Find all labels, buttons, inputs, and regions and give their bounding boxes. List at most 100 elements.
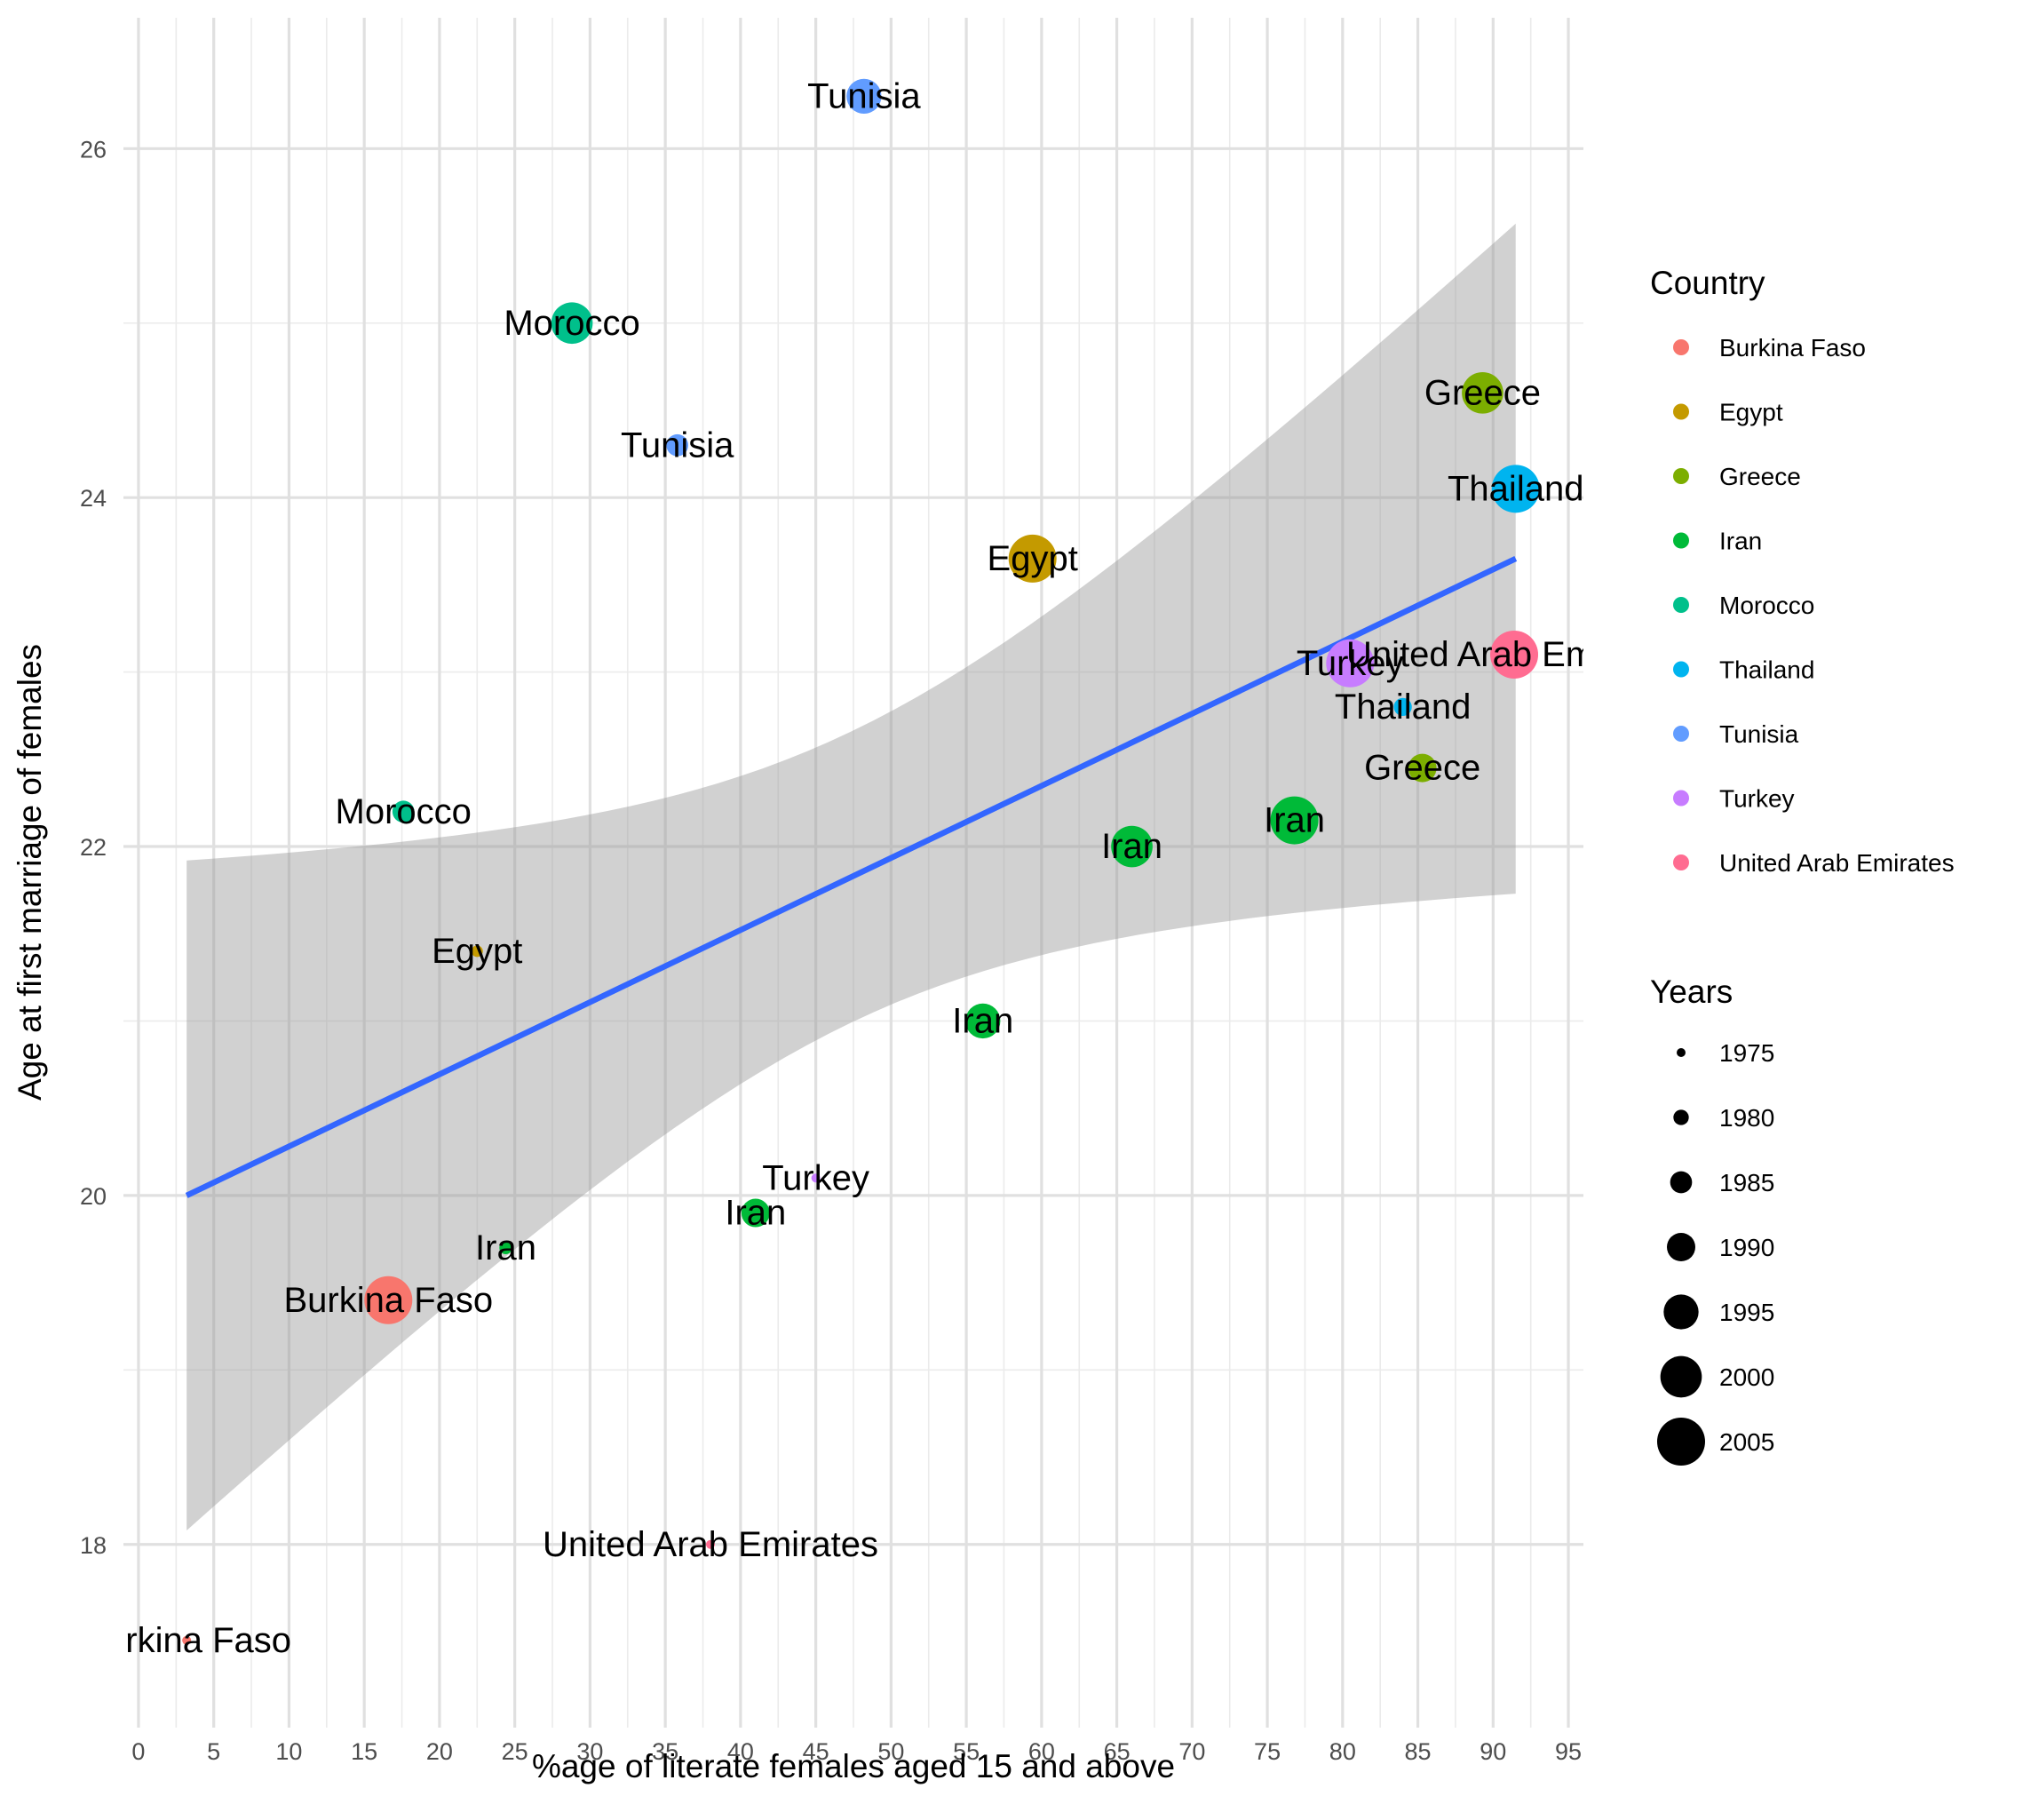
legend-country: Country Burkina Faso Egypt Greece Iran Moroc… bbox=[1650, 265, 1955, 877]
legend-year-label: 1975 bbox=[1719, 1039, 1774, 1067]
data-point bbox=[499, 1241, 512, 1255]
legend-country-key bbox=[1673, 854, 1689, 870]
x-tick-label: 15 bbox=[351, 1738, 377, 1765]
legend-country-label: Turkey bbox=[1719, 785, 1795, 813]
legend-years-title: Years bbox=[1650, 974, 1733, 1010]
point-label: Tunisia bbox=[807, 76, 921, 115]
legend-country-key bbox=[1673, 790, 1689, 807]
point-labels-layer: Burkina Faso Burkina Faso Egypt Egypt Greece… bbox=[82, 76, 1682, 1660]
x-tick-label: 95 bbox=[1555, 1738, 1582, 1765]
legend-country-title: Country bbox=[1650, 265, 1765, 301]
x-tick-label: 65 bbox=[1104, 1738, 1131, 1765]
point-label: Morocco bbox=[336, 792, 472, 831]
legend-country-key bbox=[1673, 339, 1689, 355]
point-label: Tunisia bbox=[621, 425, 734, 465]
point-label: Greece bbox=[1424, 373, 1541, 412]
point-label: Thailand bbox=[1448, 469, 1583, 508]
grid-lines bbox=[123, 18, 1583, 1728]
points-layer bbox=[182, 78, 1540, 1645]
point-label: Iran bbox=[475, 1228, 536, 1268]
point-label: Thailand bbox=[1335, 687, 1471, 727]
x-tick-label: 30 bbox=[576, 1738, 603, 1765]
data-point bbox=[846, 78, 882, 115]
legend-year-label: 1985 bbox=[1719, 1169, 1774, 1196]
legend-year-label: 1990 bbox=[1719, 1234, 1774, 1261]
y-axis-title: Age at first marriage of females bbox=[12, 644, 48, 1101]
legend-country-key bbox=[1673, 661, 1689, 678]
point-label: United Arab Emirates bbox=[543, 1525, 878, 1564]
x-tick-label: 0 bbox=[131, 1738, 145, 1765]
y-axis-ticks: 18 20 22 24 26 bbox=[80, 136, 107, 1558]
legend-country-label: Morocco bbox=[1719, 592, 1814, 619]
legend-country-key bbox=[1673, 403, 1689, 420]
legend-country-label: Egypt bbox=[1719, 399, 1783, 426]
legend-country-label: Tunisia bbox=[1719, 720, 1799, 748]
legend-year-label: 1995 bbox=[1719, 1299, 1774, 1326]
x-tick-label: 10 bbox=[275, 1738, 302, 1765]
x-tick-label: 5 bbox=[207, 1738, 220, 1765]
x-axis-ticks: 0 5 10 15 20 25 30 35 40 45 50 55 60 65 70 75 80 85 90 95 bbox=[131, 1738, 1582, 1765]
legend-country-key bbox=[1673, 468, 1689, 484]
data-point bbox=[741, 1198, 770, 1228]
point-label: Iran bbox=[952, 1001, 1013, 1040]
data-point bbox=[1408, 753, 1437, 783]
legend-year-key bbox=[1667, 1233, 1695, 1261]
x-tick-label: 85 bbox=[1405, 1738, 1432, 1765]
x-tick-label: 80 bbox=[1329, 1738, 1356, 1765]
x-tick-label: 20 bbox=[426, 1738, 453, 1765]
x-tick-label: 50 bbox=[877, 1738, 904, 1765]
legend-year-label: 2005 bbox=[1719, 1428, 1774, 1456]
data-point bbox=[1462, 371, 1503, 414]
confidence-band-layer bbox=[185, 223, 1518, 1530]
data-point bbox=[1111, 825, 1153, 868]
data-point bbox=[1008, 534, 1057, 583]
point-label: Burkina Faso bbox=[283, 1281, 493, 1320]
data-point bbox=[1270, 796, 1319, 845]
legend-year-key bbox=[1677, 1048, 1686, 1057]
data-point bbox=[1491, 465, 1540, 513]
legend-country-label: United Arab Emirates bbox=[1719, 849, 1955, 877]
data-point bbox=[392, 800, 415, 823]
legend-country-label: Thailand bbox=[1719, 656, 1814, 684]
y-tick-label: 18 bbox=[80, 1532, 107, 1559]
point-label: Iran bbox=[725, 1194, 786, 1233]
point-label: Turkey bbox=[762, 1158, 869, 1197]
x-tick-label: 75 bbox=[1254, 1738, 1281, 1765]
y-tick-label: 20 bbox=[80, 1183, 107, 1210]
point-label: Iran bbox=[1264, 801, 1325, 840]
data-point bbox=[551, 302, 593, 345]
x-tick-label: 55 bbox=[953, 1738, 980, 1765]
x-tick-label: 40 bbox=[727, 1738, 754, 1765]
data-point bbox=[705, 1539, 715, 1549]
data-point bbox=[811, 1173, 821, 1183]
x-tick-label: 90 bbox=[1480, 1738, 1506, 1765]
point-label: Egypt bbox=[988, 539, 1078, 578]
data-point bbox=[1326, 639, 1375, 687]
legend-year-key bbox=[1670, 1171, 1693, 1194]
data-point bbox=[1393, 697, 1412, 717]
legend-country-label: Iran bbox=[1719, 528, 1762, 555]
legend-year-label: 1980 bbox=[1719, 1104, 1774, 1132]
x-tick-label: 45 bbox=[803, 1738, 829, 1765]
legend-year-key bbox=[1673, 1109, 1689, 1125]
x-tick-label: 70 bbox=[1178, 1738, 1205, 1765]
legend-years: Years 1975 1980 1985 1990 1995 2000 2005 bbox=[1650, 974, 1774, 1466]
point-label: Egypt bbox=[432, 932, 522, 971]
legend-country-key bbox=[1673, 597, 1689, 613]
point-label: United Arab Emirates bbox=[1346, 635, 1682, 674]
data-point bbox=[666, 433, 689, 457]
legend-country-label: Greece bbox=[1719, 463, 1801, 490]
data-point bbox=[1490, 630, 1539, 679]
data-point bbox=[471, 945, 483, 958]
legend-year-key bbox=[1663, 1294, 1699, 1330]
legend-year-key bbox=[1657, 1418, 1705, 1466]
x-tick-label: 60 bbox=[1028, 1738, 1055, 1765]
x-axis-title: %age of literate females aged 15 and abo… bbox=[532, 1748, 1175, 1784]
point-label: Burkina Faso bbox=[82, 1621, 291, 1660]
point-label: Greece bbox=[1364, 749, 1480, 788]
y-tick-label: 24 bbox=[80, 485, 107, 512]
y-tick-label: 22 bbox=[80, 834, 107, 861]
data-point bbox=[965, 1003, 1001, 1039]
legend-country-key bbox=[1673, 726, 1689, 742]
data-point bbox=[364, 1276, 413, 1324]
